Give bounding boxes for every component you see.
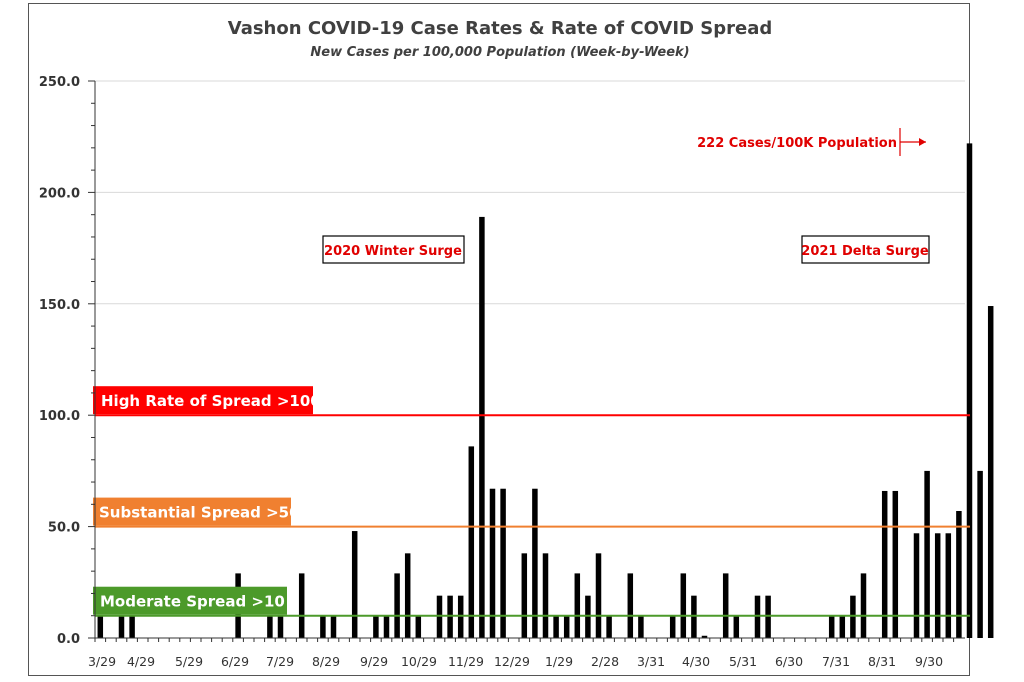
bar (977, 470, 983, 638)
bar (563, 615, 570, 638)
bar (574, 573, 581, 638)
bar (267, 615, 273, 638)
bar (532, 488, 538, 638)
x-tick-label: 3/29 (88, 654, 116, 669)
threshold-label: Substantial Spread >50 (99, 504, 300, 522)
bar (987, 306, 994, 638)
bar (966, 143, 973, 638)
bar (373, 615, 379, 638)
bar (468, 446, 475, 638)
chart-subtitle: New Cases per 100,000 Population (Week-b… (310, 45, 689, 60)
bar (828, 615, 835, 638)
bar (892, 490, 899, 638)
x-tick-label: 6/30 (775, 654, 803, 669)
x-tick-label: 11/29 (448, 654, 484, 669)
x-tick-label: 2/28 (591, 654, 619, 669)
bar (765, 595, 771, 638)
bar (606, 615, 612, 638)
bar (479, 216, 485, 638)
x-tick-label: 7/29 (266, 654, 294, 669)
bar (733, 615, 740, 638)
x-tick-label: 8/29 (312, 654, 340, 669)
bar (669, 615, 676, 638)
threshold-label-box (93, 497, 291, 526)
threshold-label-box (93, 586, 287, 615)
bar (320, 615, 326, 638)
bar (585, 595, 591, 638)
bar (881, 490, 888, 638)
x-tick-label: 4/30 (682, 654, 710, 669)
bar (860, 573, 867, 638)
bar (330, 615, 337, 638)
bar (754, 595, 761, 638)
annotation-delta-surge: 2021 Delta Surge (801, 244, 929, 259)
bars (97, 143, 994, 638)
x-tick-label: 1/29 (545, 654, 573, 669)
bar (701, 635, 708, 638)
bar (118, 615, 125, 638)
threshold-label: Moderate Spread >10 (100, 593, 285, 611)
x-tick-label: 8/31 (868, 654, 896, 669)
bar (404, 553, 411, 638)
threshold-label: High Rate of Spread >100 (101, 392, 321, 410)
bar (924, 470, 930, 638)
annotation-box (322, 235, 465, 264)
y-tick-label: 0.0 (57, 632, 80, 647)
bar (627, 573, 634, 638)
bar (500, 488, 506, 638)
annotation-box (801, 235, 930, 264)
bar (680, 573, 687, 638)
threshold-label-box (93, 386, 313, 415)
bar (595, 553, 602, 638)
x-tick-label: 7/31 (822, 654, 850, 669)
threshold-lines: High Rate of Spread >100 Substantial Spre… (93, 386, 970, 617)
bar (277, 615, 284, 638)
bar (129, 615, 135, 638)
y-tick-label: 250.0 (39, 75, 80, 90)
annotations: 2020 Winter Surge 2021 Delta Surge 222 Cas… (322, 128, 930, 264)
axes: 0.0 50.0 100.0 150.0 200.0 250.0 3/29 4/29 5/29 6… (39, 75, 965, 669)
annotation-winter-surge: 2020 Winter Surge (324, 244, 462, 259)
bar (298, 573, 305, 638)
bar (839, 615, 846, 638)
bar (945, 533, 952, 638)
bar (489, 488, 496, 638)
bar (457, 595, 464, 638)
bar (722, 573, 729, 638)
x-tick-label: 9/29 (360, 654, 388, 669)
y-tick-label: 100.0 (39, 409, 80, 424)
x-tick-label: 10/29 (401, 654, 437, 669)
x-tick-label: 4/29 (127, 654, 155, 669)
annotation-peak: 222 Cases/100K Population (697, 136, 897, 151)
bar (542, 553, 549, 638)
bar (956, 511, 962, 638)
bar (394, 573, 400, 638)
y-tick-label: 200.0 (39, 186, 80, 201)
bar (447, 595, 453, 638)
bar (521, 553, 528, 638)
bar (934, 533, 941, 638)
y-tick-label: 150.0 (39, 298, 80, 313)
x-tick-label: 5/31 (729, 654, 757, 669)
bar (691, 595, 697, 638)
bar (351, 531, 358, 638)
bar (553, 615, 559, 638)
bar (850, 595, 856, 638)
bar (913, 533, 920, 638)
y-tick-label: 50.0 (48, 521, 80, 536)
bar (415, 615, 422, 638)
bar (436, 595, 443, 638)
bar (638, 615, 644, 638)
x-tick-label: 5/29 (175, 654, 203, 669)
peak-arrow-head (919, 138, 926, 146)
chart-title: Vashon COVID-19 Case Rates & Rate of COV… (228, 18, 772, 39)
x-tick-label: 9/30 (915, 654, 943, 669)
bar (383, 615, 390, 638)
bar (97, 615, 104, 638)
x-tick-label: 6/29 (221, 654, 249, 669)
x-tick-label: 12/29 (494, 654, 530, 669)
x-tick-label: 3/31 (637, 654, 665, 669)
